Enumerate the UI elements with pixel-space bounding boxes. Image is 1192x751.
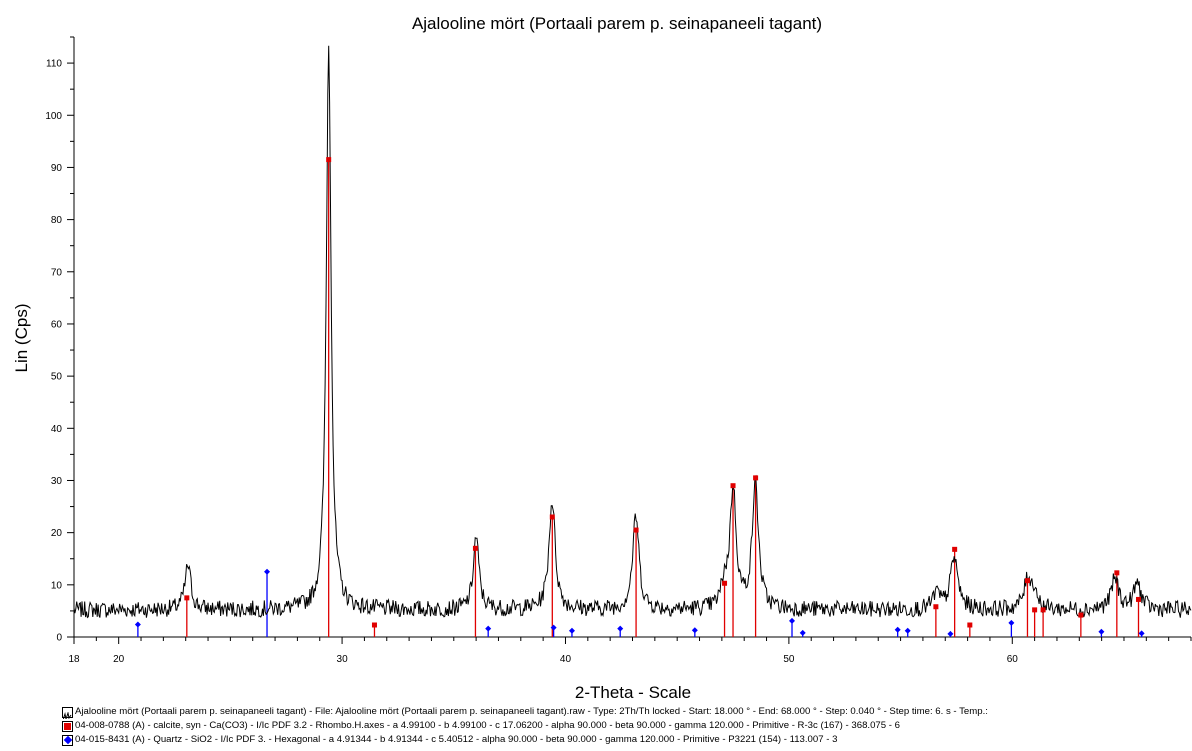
legend-entry-scan: Ajalooline mört (Portaali parem p. seina… xyxy=(62,705,1187,719)
y-tick-label: 100 xyxy=(45,111,62,122)
quartz-marker xyxy=(894,626,901,633)
calcite-marker xyxy=(722,580,728,586)
y-tick-label: 50 xyxy=(51,372,63,383)
quartz-marker xyxy=(1008,619,1015,626)
legend-entry-quartz: 04-015-8431 (A) - Quartz - SiO2 - I/Ic P… xyxy=(62,733,1187,747)
axes: 0 10 20 30 40 50 60 70 80 90 100 110 18 20 30 40 50 60 xyxy=(45,36,1192,665)
x-tick-label: 60 xyxy=(1007,654,1019,665)
y-tick-label: 110 xyxy=(46,59,62,70)
x-tick-label: 18 xyxy=(68,654,80,665)
blue-diamond-icon xyxy=(62,734,73,746)
x-tick-label: 30 xyxy=(337,654,349,665)
calcite-marker xyxy=(549,514,555,520)
calcite-marker xyxy=(753,475,759,481)
xrd-chart: Ajalooline mört (Portaali parem p. seina… xyxy=(12,14,1192,700)
quartz-marker xyxy=(904,627,911,634)
y-tick-label: 80 xyxy=(51,215,63,226)
quartz-marker xyxy=(485,625,492,632)
calcite-marker xyxy=(371,622,377,628)
x-tick-label: 40 xyxy=(560,654,572,665)
y-tick-label: 10 xyxy=(51,580,63,591)
legend-entry-calcite: 04-008-0788 (A) - calcite, syn - Ca(CO3)… xyxy=(62,719,1187,733)
calcite-marker xyxy=(967,622,973,628)
scan-line-icon xyxy=(62,706,73,719)
y-axis-label: Lin (Cps) xyxy=(12,304,31,373)
quartz-marker xyxy=(789,617,796,624)
reference-markers xyxy=(134,157,1145,637)
chart-title: Ajalooline mört (Portaali parem p. seina… xyxy=(412,14,822,33)
quartz-marker xyxy=(947,630,954,637)
red-square-icon xyxy=(62,720,73,732)
calcite-marker xyxy=(633,527,639,533)
x-tick-label: 20 xyxy=(113,654,125,665)
calcite-marker xyxy=(933,604,939,610)
y-tick-label: 60 xyxy=(51,319,63,330)
quartz-marker xyxy=(799,629,806,636)
calcite-marker xyxy=(1114,570,1120,576)
y-tick-label: 40 xyxy=(51,424,63,435)
quartz-marker xyxy=(264,568,271,575)
quartz-reference-lines xyxy=(137,571,1143,637)
quartz-marker xyxy=(134,621,141,628)
quartz-marker xyxy=(1138,630,1145,637)
quartz-marker xyxy=(691,627,698,634)
quartz-marker xyxy=(1098,628,1105,635)
x-tick-label: 50 xyxy=(783,654,795,665)
calcite-marker xyxy=(1024,578,1030,584)
y-tick-label: 20 xyxy=(51,528,63,539)
calcite-reference-lines xyxy=(186,159,1140,637)
quartz-marker xyxy=(617,625,624,632)
calcite-marker xyxy=(1040,607,1046,613)
y-tick-label: 0 xyxy=(56,633,62,644)
calcite-marker xyxy=(952,546,958,552)
calcite-marker xyxy=(184,595,190,601)
calcite-marker xyxy=(730,483,736,489)
calcite-marker xyxy=(326,157,332,163)
legend-label-scan: Ajalooline mört (Portaali parem p. seina… xyxy=(75,706,988,717)
legend: Ajalooline mört (Portaali parem p. seina… xyxy=(62,705,1187,747)
y-tick-label: 90 xyxy=(51,163,63,174)
calcite-marker xyxy=(1032,607,1038,613)
calcite-marker xyxy=(1136,596,1142,602)
quartz-marker xyxy=(550,624,557,631)
calcite-marker xyxy=(1078,612,1084,618)
y-tick-label: 30 xyxy=(51,476,63,487)
x-axis-label: 2-Theta - Scale xyxy=(575,683,691,700)
legend-label-calcite: 04-008-0788 (A) - calcite, syn - Ca(CO3)… xyxy=(75,720,900,731)
legend-label-quartz: 04-015-8431 (A) - Quartz - SiO2 - I/Ic P… xyxy=(75,734,838,745)
y-tick-label: 70 xyxy=(51,267,63,278)
calcite-marker xyxy=(472,545,478,551)
diffraction-scan-line xyxy=(73,45,1192,619)
quartz-marker xyxy=(568,627,575,634)
